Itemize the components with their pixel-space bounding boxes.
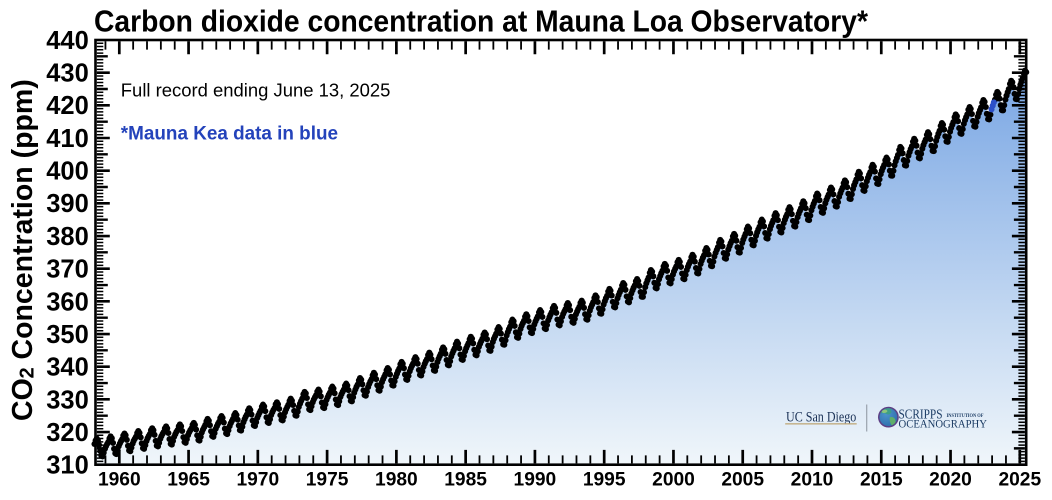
svg-text:2: 2: [17, 367, 39, 378]
svg-text:2010: 2010: [791, 470, 834, 491]
svg-text:350: 350: [46, 321, 89, 349]
svg-text:CO: CO: [7, 378, 39, 421]
svg-text:1975: 1975: [306, 470, 349, 491]
svg-text:INSTITUTION OF: INSTITUTION OF: [947, 414, 984, 419]
svg-text:360: 360: [46, 288, 89, 316]
svg-text:330: 330: [46, 386, 89, 414]
svg-text:370: 370: [46, 256, 89, 284]
svg-text:Full record ending June 13, 20: Full record ending June 13, 2025: [121, 80, 391, 101]
svg-text:430: 430: [46, 60, 89, 88]
svg-text:2015: 2015: [860, 470, 903, 491]
svg-text:1965: 1965: [167, 470, 210, 491]
svg-text:OCEANOGRAPHY: OCEANOGRAPHY: [899, 416, 988, 430]
svg-text:Concentration (ppm): Concentration (ppm): [7, 79, 39, 359]
svg-text:320: 320: [46, 419, 89, 447]
svg-text:1970: 1970: [236, 470, 279, 491]
svg-text:440: 440: [46, 27, 89, 55]
svg-text:390: 390: [46, 190, 89, 218]
svg-text:1985: 1985: [444, 470, 487, 491]
svg-text:UC San Diego: UC San Diego: [786, 410, 856, 426]
svg-text:420: 420: [46, 92, 89, 120]
svg-text:2020: 2020: [929, 470, 972, 491]
svg-text:1995: 1995: [583, 470, 626, 491]
svg-text:2005: 2005: [721, 470, 764, 491]
svg-text:2000: 2000: [652, 470, 695, 491]
svg-text:1990: 1990: [514, 470, 557, 491]
svg-text:1980: 1980: [375, 470, 418, 491]
svg-text:310: 310: [46, 452, 89, 480]
svg-text:2025: 2025: [998, 470, 1041, 491]
svg-text:*Mauna Kea data in blue: *Mauna Kea data in blue: [121, 124, 338, 145]
svg-text:340: 340: [46, 354, 89, 382]
svg-text:Carbon dioxide concentration a: Carbon dioxide concentration at Mauna Lo…: [94, 4, 868, 39]
svg-text:1960: 1960: [98, 470, 141, 491]
svg-text:410: 410: [46, 125, 89, 153]
svg-text:400: 400: [46, 158, 89, 186]
svg-text:SCRIPPS: SCRIPPS: [899, 407, 943, 422]
svg-text:380: 380: [46, 223, 89, 251]
